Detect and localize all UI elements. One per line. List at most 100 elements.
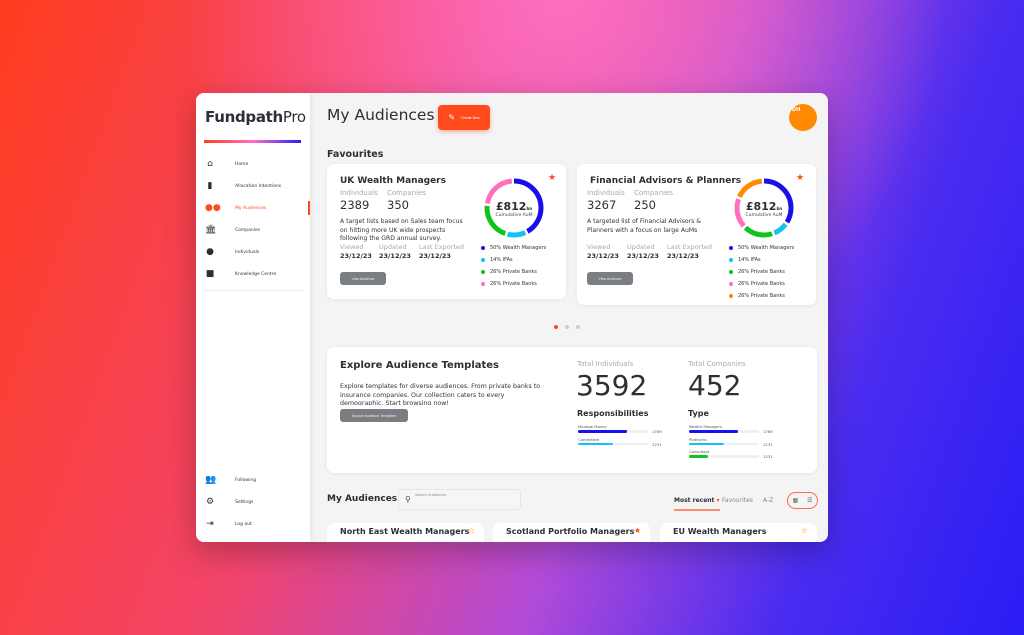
carousel-dot[interactable]	[565, 325, 569, 329]
legend-dot	[481, 282, 485, 286]
avatar[interactable]: DH	[789, 104, 817, 131]
logout-icon: ⇥	[206, 519, 214, 529]
sidebar-item-log-out[interactable]: ⇥ Log out	[206, 519, 252, 529]
legend-item: 26% Private Banks	[481, 278, 546, 290]
star-outline-icon[interactable]: ☆	[800, 526, 808, 535]
total-individuals-value: 3592	[576, 369, 648, 402]
audience-card[interactable]: North East Wealth Managers ☆	[327, 523, 484, 542]
legend-dot	[481, 246, 485, 250]
page-title: My Audiences	[327, 106, 435, 124]
bar-value: 1789	[652, 429, 662, 434]
aum-value: £812	[745, 200, 777, 213]
total-companies-label: Total Companies	[688, 360, 746, 368]
templates-title: Explore Audience Templates	[340, 360, 500, 371]
sidebar-item-allocation-intentions[interactable]: ▮ Allocation Intentions	[196, 177, 310, 195]
tab-a-z[interactable]: A-Z	[763, 497, 774, 504]
legend-label: 26% Private Banks	[738, 281, 785, 287]
updated-label: Updated	[379, 243, 407, 251]
tab-favourites[interactable]: Favourites	[722, 497, 753, 504]
exported-date: 23/12/23	[419, 252, 451, 260]
aum-label: Cumulative AuM	[495, 213, 533, 218]
legend-dot	[729, 246, 733, 250]
sidebar-item-home[interactable]: ⌂ Home	[196, 155, 310, 173]
aum-center: £812bn Cumulative AuM	[482, 176, 546, 218]
viewed-label: Viewed	[340, 243, 364, 251]
individuals-count: 2389	[340, 198, 370, 212]
companies-count: 350	[387, 198, 409, 212]
favourites-heading: Favourites	[327, 149, 384, 160]
legend-label: 26% Private Banks	[490, 281, 537, 287]
chevron-down-icon: ▾	[716, 497, 720, 504]
list-view-icon[interactable]: ☰	[807, 497, 813, 504]
type-heading: Type	[688, 409, 709, 418]
aum-unit: bn	[776, 206, 783, 211]
total-companies-value: 452	[688, 369, 742, 402]
bar-track	[689, 455, 759, 458]
bar-value: 1231	[652, 441, 662, 447]
view-audience-button[interactable]: View Audience	[587, 272, 633, 285]
donut-segment	[734, 178, 794, 238]
companies-label: Companies	[387, 189, 427, 197]
search-input[interactable]: ⚲ Search Audiences	[398, 489, 521, 510]
person-icon: ●	[206, 247, 214, 257]
updated-date: 23/12/23	[379, 252, 411, 260]
view-audience-button[interactable]: View Audience	[340, 272, 386, 285]
favourite-card: UK Wealth Managers Individuals Companies…	[327, 164, 566, 299]
grid-view-icon[interactable]: ▦	[792, 497, 799, 504]
audience-card[interactable]: Scotland Portfolio Managers ★	[493, 523, 650, 542]
bar-row: Consultant 1231	[689, 449, 828, 461]
favourite-card: Financial Advisors & Planners Individual…	[577, 164, 816, 305]
carousel-dot[interactable]	[576, 325, 580, 329]
legend-dot	[729, 294, 733, 298]
search-icon: ⚲	[405, 495, 411, 504]
aum-donut-chart	[484, 178, 544, 238]
legend-item: 26% Private Banks	[729, 278, 794, 290]
exported-date: 23/12/23	[667, 252, 699, 260]
bar-row: Wealth Managers 1789	[689, 424, 828, 436]
legend-label: 50% Wealth Managers	[490, 245, 547, 251]
audience-title: EU Wealth Managers	[673, 527, 767, 536]
bar-value: 1789	[763, 429, 773, 434]
sidebar-item-companies[interactable]: 🏛 Companies	[205, 225, 261, 235]
bar-label: Consultant	[689, 449, 710, 454]
app-window: FundpathPro ⌂ Home ▮ Allocation Intentions…	[196, 93, 828, 542]
favourite-star-icon[interactable]: ★	[548, 173, 557, 183]
legend-dot	[729, 282, 733, 286]
individuals-count: 3267	[587, 198, 617, 212]
tab-most-recent[interactable]: Most recent ▾	[674, 497, 720, 511]
donut-legend: 50% Wealth Managers 14% IFAs 26% Private B…	[481, 242, 546, 290]
favourite-star-icon[interactable]: ★	[796, 173, 805, 183]
legend-dot	[481, 270, 485, 274]
main-content: My Audiences ✎ Create New DH Favourites U…	[310, 93, 828, 542]
carousel-dot[interactable]	[554, 325, 558, 329]
home-icon: ⌂	[207, 159, 213, 169]
bar-row: Platforms 1231	[689, 437, 828, 449]
explore-templates-button[interactable]: Explore Audience Templates	[340, 409, 408, 422]
sidebar-item-individuals[interactable]: ● Individuals	[206, 247, 260, 257]
explore-templates-card: Explore Audience Templates Explore templ…	[327, 347, 817, 473]
star-outline-icon[interactable]: ☆	[467, 526, 475, 535]
viewed-date: 23/12/23	[587, 252, 619, 260]
aum-donut-chart	[734, 178, 794, 238]
sidebar-item-following[interactable]: 👥 Following	[205, 475, 257, 485]
sidebar-item-knowledge-centre[interactable]: ■ Knowledge Centre	[205, 269, 277, 279]
view-toggle[interactable]: ▦ ☰	[787, 492, 818, 509]
star-filled-icon[interactable]: ★	[633, 526, 641, 535]
legend-label: 26% Private Banks	[490, 269, 537, 275]
card-description: A targeted list of Financial Advisors & …	[587, 218, 702, 234]
audience-title: Scotland Portfolio Managers	[506, 527, 635, 536]
audience-card[interactable]: EU Wealth Managers ☆	[660, 523, 817, 542]
legend-item: 26% Private Banks	[481, 266, 546, 278]
create-new-button[interactable]: ✎ Create New	[438, 105, 490, 130]
bar-fill	[578, 442, 613, 445]
individuals-label: Individuals	[587, 189, 625, 197]
carousel-dots[interactable]	[554, 325, 580, 329]
logo: FundpathPro	[205, 108, 306, 126]
responsibilities-heading: Responsibilities	[577, 409, 649, 418]
bar-value: 1231	[763, 441, 773, 447]
logo-gradient-bar	[204, 140, 301, 143]
legend-item: 50% Wealth Managers	[481, 242, 546, 254]
sidebar-item-my-audiences[interactable]: ●● My Audiences	[196, 199, 310, 217]
bar-label: Manage Money	[578, 424, 607, 429]
sidebar-item-settings[interactable]: ⚙ Settings	[205, 497, 254, 507]
